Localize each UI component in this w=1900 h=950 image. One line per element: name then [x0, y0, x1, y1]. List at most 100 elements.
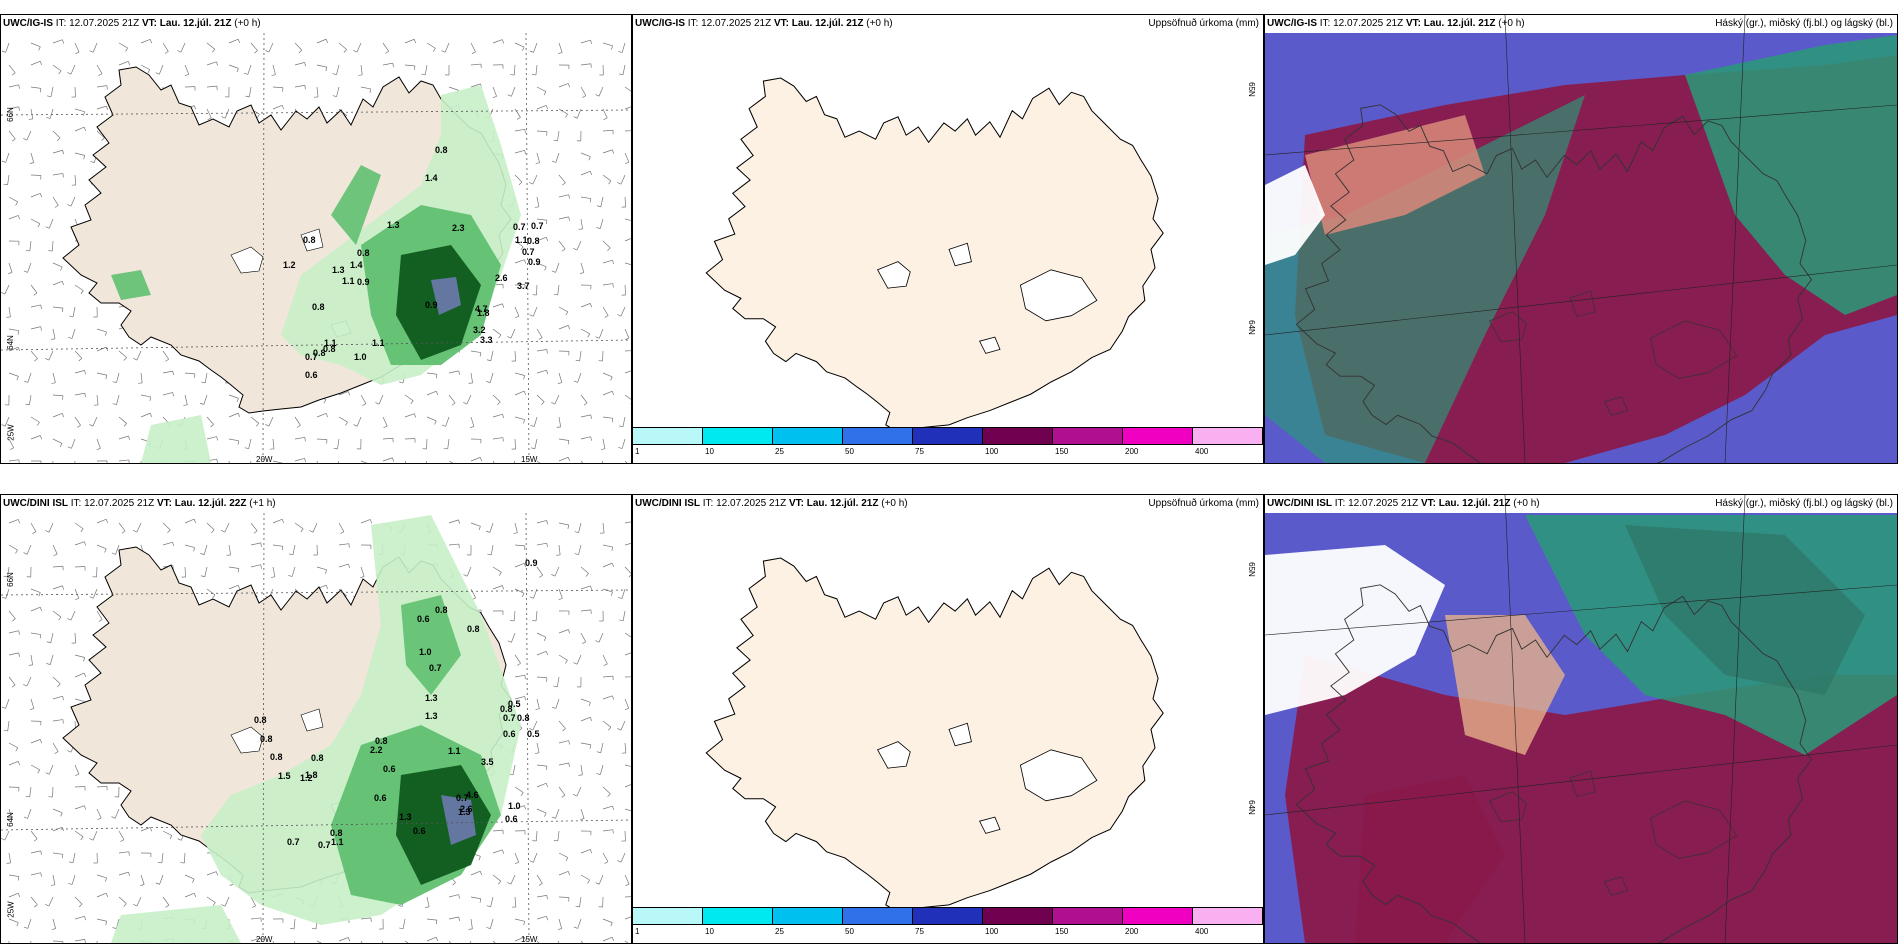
precip-value-label: 4.7 — [475, 304, 488, 314]
precip-value-label: 1.8 — [477, 308, 490, 318]
precip-value-label: 1.2 — [300, 773, 313, 783]
panel-precip-wind-dini: UWC/DINI ISL IT: 12.07.2025 21Z VT: Lau.… — [0, 494, 632, 944]
precip-value-label: 0.7 — [522, 247, 535, 257]
colorbar-tick-label: 75 — [915, 447, 924, 456]
lat-label: 64N — [1247, 320, 1257, 335]
precip-value-label: 0.8 — [375, 736, 388, 746]
precip-value-label: 0.8 — [260, 734, 273, 744]
precip-value-label: 0.6 — [305, 370, 318, 380]
legend-title: Uppsöfnuð úrkoma (mm) — [1148, 18, 1259, 29]
cloud-cover-map — [1265, 15, 1897, 463]
precip-value-label: 1.5 — [278, 771, 291, 781]
precip-value-label: 0.8 — [467, 624, 480, 634]
precip-value-label: 1.1 — [448, 746, 461, 756]
precip-value-label: 1.1 — [515, 235, 528, 245]
precip-value-label: 1.3 — [458, 807, 471, 817]
colorbar-tick-label: 50 — [845, 447, 854, 456]
precip-value-label: 0.8 — [435, 145, 448, 155]
colorbar-swatch — [843, 908, 913, 924]
panel-header: UWC/DINI ISL IT: 12.07.2025 21Z VT: Lau.… — [3, 498, 276, 509]
precip-value-label: 0.5 — [527, 729, 540, 739]
colorbar-swatch — [703, 908, 773, 924]
precip-value-label: 1.3 — [425, 711, 438, 721]
precip-value-label: 0.8 — [254, 715, 267, 725]
colorbar-swatch — [843, 428, 913, 444]
precip-value-label: 0.9 — [357, 277, 370, 287]
lat-label: 64N — [1247, 800, 1257, 815]
precip-value-label: 1.0 — [354, 352, 367, 362]
precip-value-label: 0.8 — [312, 302, 325, 312]
colorbar-tick-label: 400 — [1195, 927, 1209, 936]
lat-label: 65N — [1247, 82, 1257, 97]
colorbar-swatch — [703, 428, 773, 444]
precip-value-label: 0.8 — [313, 348, 326, 358]
precip-value-label: 0.7 — [287, 837, 300, 847]
precip-value-label: 0.8 — [435, 605, 448, 615]
lat-label: 66N — [5, 107, 15, 122]
precip-value-label: 1.3 — [332, 265, 345, 275]
precip-value-label: 0.6 — [374, 793, 387, 803]
precip-value-label: 3.7 — [517, 281, 530, 291]
precip-value-label: 1.1 — [342, 276, 355, 286]
legend-title: Háský (gr.), miðský (fj.bl.) og lágský (… — [1715, 18, 1893, 29]
precip-value-label: 0.8 — [303, 235, 316, 245]
colorbar — [633, 907, 1263, 925]
precip-value-label: 1.3 — [399, 812, 412, 822]
colorbar-tick-label: 200 — [1125, 927, 1139, 936]
colorbar-tick-label: 10 — [705, 447, 714, 456]
precip-value-label: 1.1 — [372, 338, 385, 348]
precip-value-label: 1.3 — [387, 220, 400, 230]
lat-label: 66N — [5, 572, 15, 587]
precip-value-label: 3.2 — [473, 325, 486, 335]
precip-value-label: 0.8 — [330, 828, 343, 838]
accum-precip-map — [705, 557, 1164, 912]
colorbar-swatch — [633, 428, 703, 444]
precip-value-label: 0.7 — [513, 222, 526, 232]
precip-value-label: 0.7 — [503, 713, 516, 723]
colorbar-swatch — [983, 428, 1053, 444]
precip-value-label: 0.9 — [528, 257, 541, 267]
lon-label: 20W — [256, 455, 273, 464]
precip-value-label: 1.3 — [425, 693, 438, 703]
colorbar-tick-label: 10 — [705, 927, 714, 936]
precip-value-label: 1.2 — [283, 260, 296, 270]
precip-value-label: 4.6 — [466, 790, 479, 800]
colorbar-tick-label: 75 — [915, 927, 924, 936]
lon-label: 15W — [521, 455, 538, 464]
precip-value-label: 1.1 — [324, 338, 337, 348]
panel-header: UWC/DINI ISL IT: 12.07.2025 21Z VT: Lau.… — [1267, 498, 1540, 509]
panel-precip-wind-igis: UWC/IG-IS IT: 12.07.2025 21Z VT: Lau. 12… — [0, 14, 632, 464]
precip-value-label: 2.2 — [370, 745, 383, 755]
colorbar-swatch — [773, 428, 843, 444]
precip-value-label: 0.8 — [527, 236, 540, 246]
panel-accum-precip-igis: UWC/IG-IS IT: 12.07.2025 21Z VT: Lau. 12… — [632, 14, 1264, 464]
colorbar-tick-label: 1 — [635, 447, 640, 456]
precip-value-label: 0.9 — [525, 558, 538, 568]
precip-value-label: 0.9 — [425, 300, 438, 310]
precip-value-label: 0.8 — [323, 344, 336, 354]
legend-title: Uppsöfnuð úrkoma (mm) — [1148, 498, 1259, 509]
colorbar-swatch — [1193, 908, 1263, 924]
lon-label: 20W — [256, 935, 273, 944]
precip-value-label: 2.6 — [495, 273, 508, 283]
precip-value-label: 0.6 — [505, 814, 518, 824]
precip-value-label: 0.6 — [503, 729, 516, 739]
accum-precip-map — [705, 77, 1164, 432]
precip-value-label: 0.8 — [500, 704, 513, 714]
precip-value-label: 1.4 — [425, 173, 438, 183]
precip-value-label: 0.7 — [318, 840, 331, 850]
panel-header: UWC/IG-IS IT: 12.07.2025 21Z VT: Lau. 12… — [1267, 18, 1525, 29]
colorbar-tick-label: 25 — [775, 447, 784, 456]
colorbar-swatch — [983, 908, 1053, 924]
legend-title: Háský (gr.), miðský (fj.bl.) og lágský (… — [1715, 498, 1893, 509]
panel-clouds-igis: UWC/IG-IS IT: 12.07.2025 21Z VT: Lau. 12… — [1264, 14, 1898, 464]
precip-value-label: 0.7 — [429, 663, 442, 673]
precip-value-label: 1.0 — [419, 647, 432, 657]
colorbar-swatch — [913, 428, 983, 444]
panel-header: UWC/IG-IS IT: 12.07.2025 21Z VT: Lau. 12… — [635, 18, 893, 29]
precip-value-label: 0.6 — [413, 826, 426, 836]
lat-label: 64N — [5, 812, 15, 827]
precip-value-label: 0.5 — [508, 699, 521, 709]
colorbar — [633, 427, 1263, 445]
colorbar-tick-label: 400 — [1195, 447, 1209, 456]
